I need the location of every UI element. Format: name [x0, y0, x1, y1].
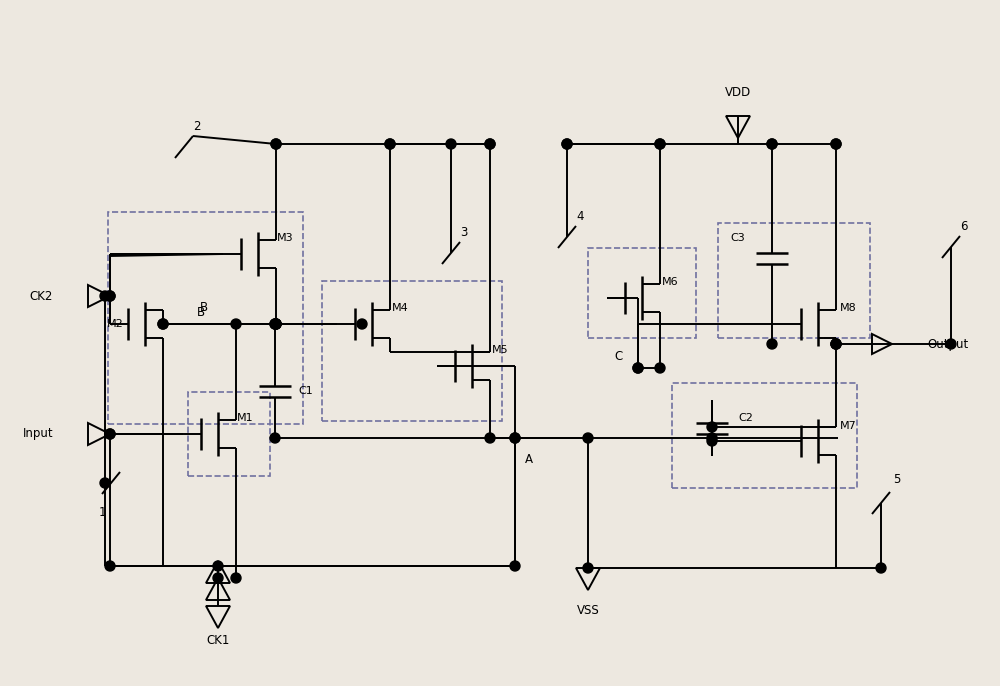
Bar [188, 392, 270, 476]
Circle shape [485, 139, 495, 149]
Circle shape [271, 319, 281, 329]
Text: VSS: VSS [577, 604, 599, 617]
Text: M2: M2 [107, 319, 123, 329]
Text: M3: M3 [277, 233, 293, 243]
Circle shape [485, 433, 495, 443]
Text: C: C [615, 350, 623, 363]
Circle shape [105, 291, 115, 301]
Bar [672, 383, 857, 488]
Circle shape [767, 339, 777, 349]
Text: C3: C3 [730, 233, 745, 243]
Circle shape [831, 339, 841, 349]
Circle shape [946, 339, 956, 349]
Text: 5: 5 [893, 473, 901, 486]
Circle shape [271, 139, 281, 149]
Text: Output: Output [927, 338, 968, 351]
Circle shape [231, 573, 241, 583]
Circle shape [562, 139, 572, 149]
Text: 3: 3 [460, 226, 468, 239]
Circle shape [385, 139, 395, 149]
Circle shape [633, 363, 643, 373]
Circle shape [385, 139, 395, 149]
Circle shape [158, 319, 168, 329]
Text: CK2: CK2 [30, 289, 53, 303]
Circle shape [876, 563, 886, 573]
Circle shape [105, 429, 115, 439]
Circle shape [655, 139, 665, 149]
Circle shape [510, 561, 520, 571]
Circle shape [583, 563, 593, 573]
Text: B: B [200, 301, 208, 314]
Circle shape [707, 422, 717, 432]
Circle shape [485, 139, 495, 149]
Text: A: A [525, 453, 533, 466]
Text: 2: 2 [193, 119, 201, 132]
Text: 6: 6 [960, 220, 968, 233]
Circle shape [270, 319, 280, 329]
Circle shape [583, 433, 593, 443]
Text: 1: 1 [98, 506, 106, 519]
Circle shape [100, 478, 110, 488]
Circle shape [510, 433, 520, 443]
Text: C1: C1 [298, 386, 313, 396]
Circle shape [231, 319, 241, 329]
Bar [108, 212, 303, 424]
Circle shape [271, 139, 281, 149]
Circle shape [213, 573, 223, 583]
Circle shape [831, 139, 841, 149]
Circle shape [446, 139, 456, 149]
Circle shape [767, 139, 777, 149]
Bar [718, 223, 870, 338]
Circle shape [271, 319, 281, 329]
Circle shape [100, 291, 110, 301]
Circle shape [270, 433, 280, 443]
Circle shape [271, 319, 281, 329]
Bar [322, 281, 502, 421]
Circle shape [213, 561, 223, 571]
Text: M6: M6 [662, 277, 678, 287]
Text: M1: M1 [237, 413, 253, 423]
Circle shape [105, 291, 115, 301]
Circle shape [271, 319, 281, 329]
Circle shape [707, 436, 717, 446]
Text: CK1: CK1 [206, 633, 230, 646]
Circle shape [105, 429, 115, 439]
Text: 4: 4 [576, 209, 584, 222]
Text: VDD: VDD [725, 86, 751, 99]
Text: B: B [197, 306, 205, 319]
Circle shape [831, 339, 841, 349]
Circle shape [655, 139, 665, 149]
Circle shape [655, 363, 665, 373]
Circle shape [510, 433, 520, 443]
Circle shape [158, 319, 168, 329]
Circle shape [831, 139, 841, 149]
Circle shape [105, 561, 115, 571]
Circle shape [831, 339, 841, 349]
Circle shape [767, 139, 777, 149]
Text: M4: M4 [392, 303, 408, 313]
Text: M7: M7 [840, 421, 856, 431]
Text: M5: M5 [492, 345, 508, 355]
Circle shape [707, 433, 717, 443]
Circle shape [633, 363, 643, 373]
Circle shape [562, 139, 572, 149]
Text: M8: M8 [840, 303, 856, 313]
Bar [588, 248, 696, 338]
Circle shape [357, 319, 367, 329]
Circle shape [270, 319, 280, 329]
Text: Input: Input [22, 427, 53, 440]
Text: C2: C2 [738, 413, 753, 423]
